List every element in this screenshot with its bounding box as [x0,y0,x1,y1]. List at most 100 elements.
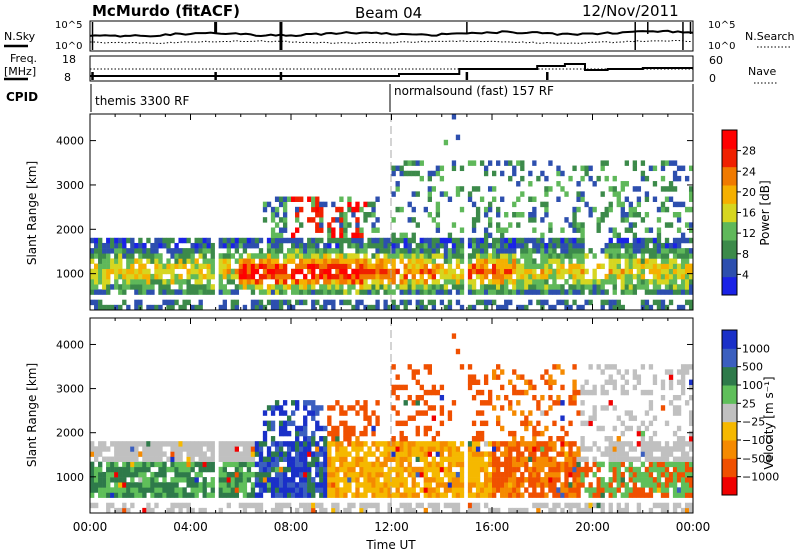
velocity-cell [295,466,300,473]
velocity-cell [620,451,625,457]
power-cell [604,273,609,280]
velocity-cell [475,436,481,442]
velocity-cell [447,441,453,447]
power-cell [355,237,360,244]
power-cell [250,279,256,285]
velocity-cell [266,446,272,452]
power-cell [608,304,613,311]
velocity-cell [660,502,666,509]
velocity-cell [146,482,151,488]
power-cell [407,289,412,295]
power-cell [375,304,380,311]
power-cell [584,268,589,275]
power-cell [632,160,638,166]
velocity-cell [512,436,517,442]
velocity-cell [371,410,376,416]
power-cell [94,299,99,306]
power-cell [375,273,380,280]
power-cell [343,237,348,244]
power-cell [150,289,155,295]
velocity-cell [467,471,473,478]
velocity-cell [624,425,629,432]
power-cell [427,242,432,249]
velocity-cell [403,502,408,509]
velocity-cell [238,441,244,447]
power-cell [311,299,316,306]
velocity-cell [371,425,376,432]
power-cell [652,279,658,285]
velocity-cell [612,477,617,483]
velocity-cell [544,369,549,375]
velocity-cell [479,451,485,457]
power-cell [431,253,437,259]
velocity-cell [270,425,276,432]
velocity-cell [648,441,654,447]
power-cell [672,201,678,208]
power-cell [307,284,312,290]
power-cell [536,242,541,249]
velocity-cell [568,461,573,468]
velocity-cell [303,446,308,452]
power-cell [492,289,497,295]
power-cell [319,201,324,208]
velocity-cell [327,487,332,493]
velocity-cell [475,502,481,509]
velocity-cell [383,471,388,478]
power-cell [254,279,260,285]
velocity-cell [323,482,328,488]
power-cell [672,170,678,177]
velocity-cell [427,492,432,498]
velocity-cell [411,451,416,457]
velocity-colorbar-tick-label: 25 [742,397,756,410]
power-cell [278,237,284,244]
velocity-cell [552,461,557,468]
power-colorbar-segment [722,221,737,241]
power-cell [403,248,408,254]
velocity-cell [528,384,533,391]
power-cell [492,196,497,202]
power-cell [528,212,533,218]
velocity-cell [170,487,175,493]
power-cell [339,258,344,264]
power-cell [351,232,356,239]
velocity-cell [411,466,416,473]
velocity-cell [250,502,256,509]
velocity-cell [572,466,577,473]
power-cell [455,242,461,249]
power-cell [134,289,139,295]
power-cell [331,201,336,208]
power-cell [504,253,509,259]
power-cell [656,289,662,295]
velocity-cell [238,451,244,457]
velocity-cell [431,471,437,478]
velocity-cell [118,507,123,514]
velocity-cell [471,461,477,468]
power-x-ticks [89,114,694,310]
velocity-cell [286,456,292,462]
power-cell [118,237,123,244]
velocity-cell [122,471,127,478]
velocity-cell [684,477,690,483]
power-cell [680,279,686,285]
velocity-cell [282,400,288,406]
power-cell [596,279,601,285]
power-cell [311,237,316,244]
power-cell [604,279,609,285]
velocity-cell [319,425,324,432]
velocity-cell [455,446,461,452]
power-colorbar-segment [722,258,737,278]
power-cell [616,242,621,249]
power-cell [343,212,348,218]
nsky-series [89,29,694,38]
power-cell [672,212,678,218]
power-cell [660,248,666,254]
velocity-cell [258,487,264,493]
power-cell [343,258,348,264]
power-cell [102,263,107,270]
velocity-cell [391,451,396,457]
power-cell [475,258,481,264]
velocity-cell [274,466,280,473]
velocity-cell [178,461,183,468]
velocity-cell [355,441,360,447]
velocity-cell [680,384,686,391]
